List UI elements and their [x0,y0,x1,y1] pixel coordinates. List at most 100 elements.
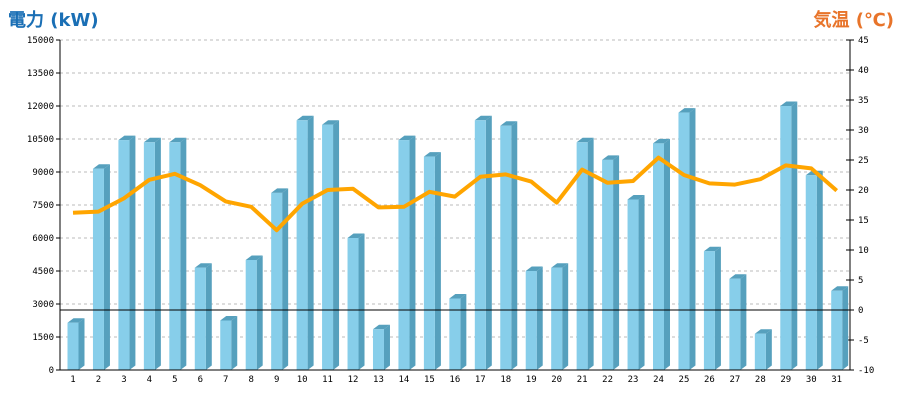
x-tick-label: 31 [831,375,842,385]
x-tick-label: 20 [551,375,562,385]
bar-side [511,121,518,370]
x-tick-label: 4 [147,375,152,385]
bar [245,260,257,370]
left-tick-label: 15000 [27,36,54,46]
x-tick-label: 1 [70,375,75,385]
bar-side [536,266,543,370]
bar-top [627,195,645,200]
x-tick-label: 11 [322,375,333,385]
x-tick-label: 30 [806,375,817,385]
left-tick-label: 4500 [32,267,54,277]
bar [143,142,155,370]
right-tick-label: -5 [858,336,869,346]
bar-top [653,138,671,144]
bar [118,140,130,370]
bar [398,140,410,370]
bar-top [754,329,772,334]
bar-side [205,263,212,370]
bar-top [398,135,416,141]
bar-top [703,246,721,252]
bar [525,271,537,370]
x-tick-label: 8 [248,375,253,385]
bar-side [765,329,772,370]
bar-top [576,137,594,143]
bar-side [714,246,721,370]
left-tick-label: 13500 [27,69,54,79]
x-tick-label: 13 [373,375,384,385]
bar-side [129,135,136,370]
right-tick-label: 5 [858,276,863,286]
bar [805,175,817,370]
x-tick-label: 12 [348,375,359,385]
bar [627,199,639,370]
bar [67,322,79,370]
left-tick-label: 7500 [32,201,54,211]
bar [678,112,690,370]
bar-side [103,164,110,370]
bar-top [423,152,441,157]
bar-side [154,137,161,370]
bar-side [816,170,823,370]
right-tick-label: 40 [858,66,869,76]
bar [551,267,563,370]
bar [271,192,283,370]
left-tick-label: 1500 [32,333,54,343]
bar-side [485,115,492,370]
bar-top [372,324,390,330]
bar [653,143,665,370]
left-tick-label: 12000 [27,102,54,112]
bar-top [118,135,136,141]
x-tick-label: 10 [297,375,308,385]
bar [474,120,486,370]
bar [500,125,512,370]
bar [372,329,384,370]
x-tick-label: 23 [628,375,639,385]
left-tick-label: 10500 [27,135,54,145]
bar [831,290,843,370]
x-tick-label: 18 [500,375,511,385]
x-tick-label: 22 [602,375,613,385]
bar-top [322,120,340,125]
bar [576,142,588,370]
x-tick-label: 2 [96,375,101,385]
right-tick-label: 20 [858,186,869,196]
bar-side [78,318,85,370]
bar-top [500,121,518,126]
right-tick-label: 0 [858,306,863,316]
x-tick-label: 6 [198,375,203,385]
bar-side [307,115,314,370]
left-tick-label: 6000 [32,234,54,244]
left-tick-label: 0 [49,366,54,376]
x-tick-label: 29 [780,375,791,385]
bar [169,142,181,370]
right-tick-label: 45 [858,36,869,46]
bar-top [220,316,238,321]
x-tick-label: 9 [274,375,279,385]
bar-side [256,255,263,370]
right-tick-label: 35 [858,96,869,106]
bar [423,156,435,370]
x-tick-label: 25 [679,375,690,385]
bar-top [831,286,849,291]
bar-side [842,286,849,370]
right-tick-label: 15 [858,216,869,226]
bar [754,333,766,370]
left-tick-label: 3000 [32,300,54,310]
x-tick-label: 3 [121,375,126,385]
x-tick-label: 27 [729,375,740,385]
bar-side [358,233,365,370]
bar-top [729,274,747,279]
bar [322,124,334,370]
bar [602,159,614,370]
bar-top [551,263,569,268]
bar-side [587,137,594,370]
bar-side [613,155,620,370]
x-tick-label: 21 [577,375,588,385]
bar-side [282,188,289,370]
bar-side [791,101,798,370]
x-tick-label: 26 [704,375,715,385]
bar-side [689,108,696,370]
x-tick-label: 14 [399,375,410,385]
